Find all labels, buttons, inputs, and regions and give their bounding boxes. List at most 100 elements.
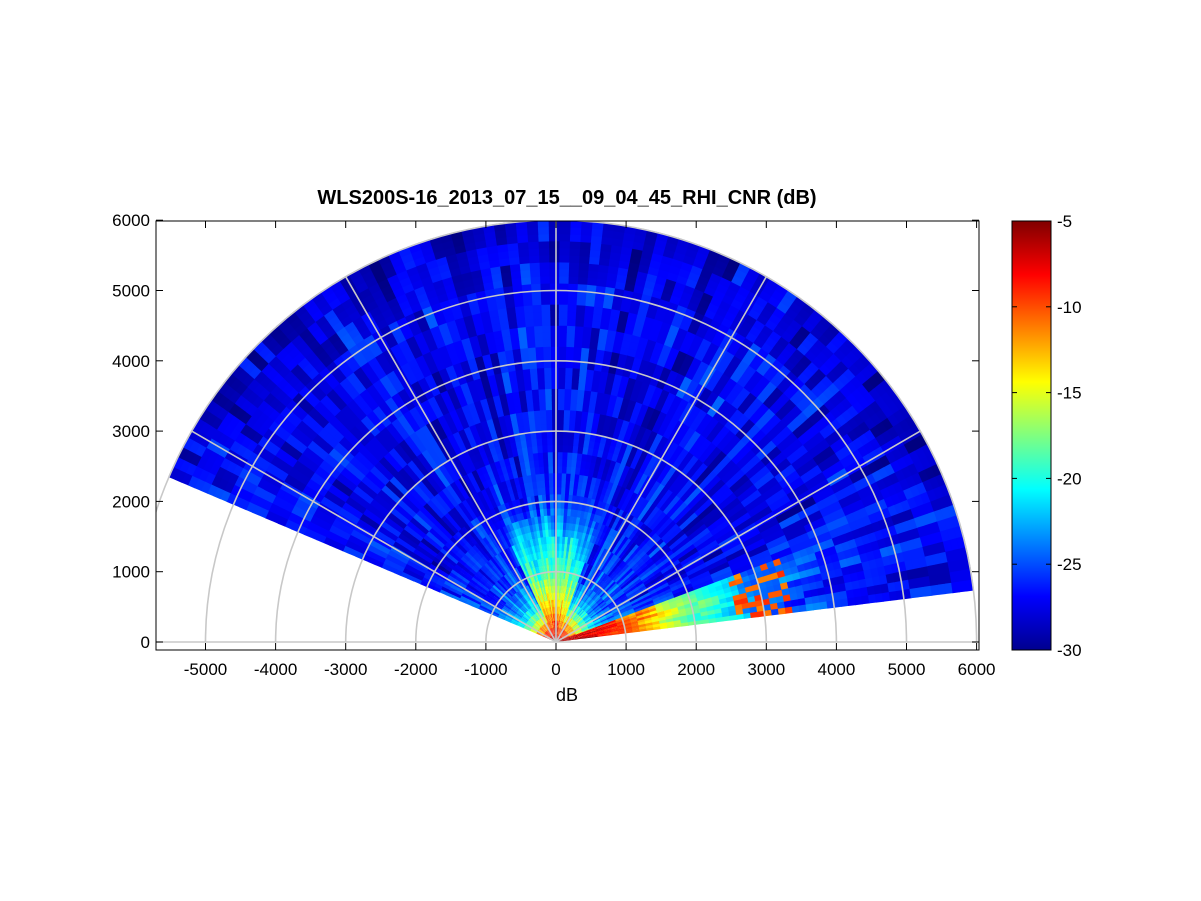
- cnr-cell: [885, 572, 895, 584]
- cnr-cell: [606, 614, 615, 620]
- cnr-cell: [533, 605, 538, 613]
- cnr-cell: [866, 374, 881, 389]
- cnr-cell: [582, 562, 587, 571]
- cnr-cell: [604, 633, 613, 636]
- cnr-cell: [951, 547, 962, 561]
- cnr-cell: [543, 515, 548, 524]
- cnr-cell: [606, 599, 614, 606]
- cnr-cell: [492, 564, 500, 573]
- cnr-cell: [383, 267, 397, 280]
- cnr-cell: [534, 346, 544, 355]
- cnr-cell: [652, 555, 661, 564]
- cnr-cell: [551, 613, 554, 622]
- cnr-cell: [935, 572, 945, 585]
- cnr-cell: [708, 272, 722, 284]
- cnr-cell: [573, 332, 583, 341]
- cnr-cell: [528, 553, 533, 562]
- cnr-cell: [533, 530, 538, 539]
- cnr-cell: [528, 568, 534, 577]
- cnr-cell: [512, 398, 521, 407]
- cnr-cell: [578, 474, 584, 483]
- cnr-cell: [576, 389, 585, 398]
- cnr-cell: [477, 391, 487, 401]
- cnr-cell: [877, 466, 889, 479]
- cnr-cell: [588, 624, 596, 629]
- cnr-cell: [806, 574, 817, 584]
- cnr-cell: [488, 567, 496, 576]
- cnr-cell: [483, 527, 491, 536]
- cnr-cell: [548, 536, 552, 544]
- cnr-cell: [583, 389, 592, 399]
- cnr-cell: [508, 530, 514, 539]
- cnr-cell: [514, 221, 528, 230]
- cnr-cell: [604, 632, 612, 635]
- cnr-cell: [534, 466, 540, 475]
- cnr-cell: [569, 634, 577, 638]
- cnr-cell: [590, 426, 598, 435]
- cnr-cell: [543, 374, 552, 383]
- cnr-cell: [783, 567, 793, 577]
- cnr-cell: [679, 558, 689, 566]
- cnr-cell: [677, 554, 687, 563]
- cnr-cell: [540, 609, 545, 617]
- cnr-cell: [560, 500, 565, 509]
- cnr-cell: [880, 416, 894, 431]
- cnr-cell: [590, 614, 598, 620]
- cnr-cell: [571, 622, 578, 629]
- cnr-cell: [571, 523, 576, 532]
- cnr-cell: [525, 332, 535, 342]
- cnr-cell: [656, 607, 665, 613]
- cnr-cell: [614, 615, 623, 620]
- cnr-cell: [534, 573, 539, 582]
- cnr-cell: [670, 606, 679, 613]
- cnr-cell: [588, 626, 597, 631]
- cnr-cell: [583, 594, 589, 602]
- cnr-cell: [626, 558, 635, 567]
- cnr-cell: [619, 608, 628, 614]
- cnr-cell: [575, 459, 582, 468]
- cnr-cell: [340, 298, 354, 311]
- cnr-cell: [562, 592, 566, 601]
- cnr-cell: [727, 605, 736, 612]
- cnr-cell: [586, 475, 593, 485]
- cnr-cell: [694, 327, 707, 339]
- cnr-cell: [546, 585, 549, 594]
- cnr-cell: [558, 613, 561, 622]
- cnr-cell: [513, 543, 520, 552]
- cnr-cell: [572, 445, 579, 454]
- cnr-cell: [908, 547, 919, 560]
- cnr-cell: [595, 552, 602, 561]
- cnr-cell: [701, 527, 711, 536]
- cnr-cell: [582, 439, 590, 448]
- cnr-cell: [764, 318, 778, 331]
- cnr-cell: [563, 395, 571, 404]
- cnr-cell: [648, 486, 657, 496]
- cnr-cell: [449, 490, 458, 500]
- cnr-cell: [681, 575, 690, 583]
- cnr-cell: [573, 625, 581, 631]
- cnr-cell: [561, 451, 568, 460]
- cnr-cell: [570, 558, 575, 567]
- cnr-cell: [874, 556, 885, 568]
- cnr-cell: [536, 487, 542, 496]
- cnr-cell: [563, 543, 568, 552]
- cnr-cell: [529, 591, 535, 599]
- cnr-cell: [550, 353, 559, 361]
- cnr-cell: [625, 605, 634, 612]
- cnr-cell: [532, 567, 537, 575]
- cnr-cell: [958, 579, 968, 593]
- cnr-cell: [528, 488, 535, 497]
- cnr-cell: [880, 582, 890, 594]
- cnr-cell: [305, 303, 320, 317]
- cnr-cell: [574, 318, 585, 327]
- cnr-cell: [459, 459, 469, 469]
- cnr-cell: [572, 623, 579, 629]
- cnr-cell: [588, 599, 595, 606]
- cnr-cell: [480, 274, 493, 284]
- cnr-cell: [590, 320, 601, 329]
- cnr-cell: [845, 588, 855, 599]
- cnr-cell: [590, 613, 598, 619]
- cnr-cell: [349, 292, 363, 306]
- cnr-cell: [526, 446, 533, 455]
- cnr-cell: [517, 425, 525, 435]
